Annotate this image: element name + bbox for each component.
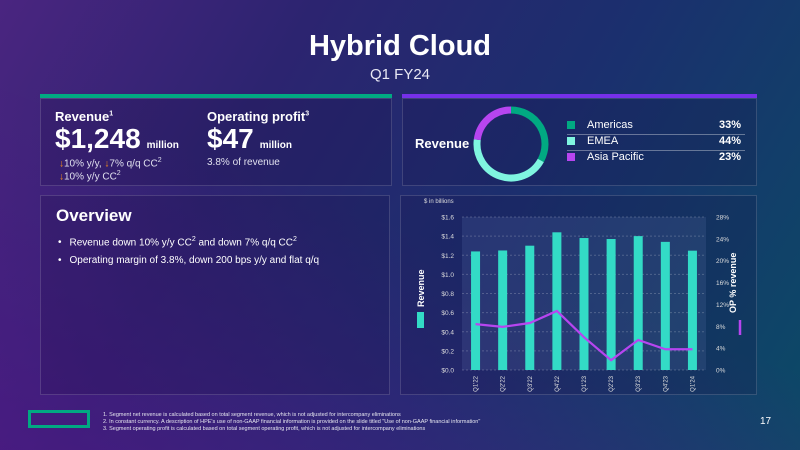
y2-tick-label: 28%	[716, 215, 729, 222]
donut-slice-asia-pacific	[473, 106, 512, 141]
x-tick-label: Q4'23	[663, 375, 669, 391]
y2-tick-label: 8%	[716, 324, 726, 331]
revenue-mix-panel	[402, 98, 757, 186]
y-tick-label: $1.6	[441, 215, 454, 222]
op-profit-label: Operating profit3	[207, 109, 310, 124]
y-tick-label: $0.0	[441, 368, 454, 375]
footnote: 3. Segment operating profit is calculate…	[103, 426, 426, 432]
y2-tick-label: 16%	[716, 280, 729, 287]
op-profit-value: $47 million	[207, 123, 292, 154]
legend-swatch	[567, 137, 575, 145]
legend-swatch	[567, 153, 575, 161]
kpi-panel: Revenue1 $1,248 million ↓10% y/y, ↓7% q/q…	[40, 98, 392, 186]
donut-slice-americas	[510, 106, 549, 163]
arrow-down-icon: ↓	[59, 171, 64, 183]
revenue-bar	[660, 241, 670, 370]
legend-swatch	[567, 121, 575, 129]
x-tick-label: Q1'24	[690, 375, 696, 391]
revenue-donut	[473, 106, 549, 182]
footnote: 2. In constant currency. A description o…	[103, 419, 481, 425]
page-subtitle: Q1 FY24	[369, 66, 431, 83]
revenue-value: $1,248 million	[55, 123, 179, 154]
op-profit-note: 3.8% of revenue	[207, 157, 280, 168]
page-number: 17	[760, 416, 772, 427]
y-tick-label: $1.0	[441, 272, 454, 279]
overview-title: Overview	[56, 206, 132, 225]
y2-tick-label: 4%	[716, 346, 726, 353]
revenue-chart: $0.0 $0.2 $0.4 $0.6 $0.8 $1.0 $1.2 $1.4 $1.6 0% 4%…	[416, 215, 742, 392]
y2-axis-label: OP % revenue	[728, 253, 738, 313]
x-tick-label: Q1'22	[474, 375, 480, 391]
x-tick-label: Q3'22	[528, 375, 534, 391]
revenue-changes-cc: ↓10% y/y CC2	[59, 170, 121, 183]
donut-slice-emea	[473, 139, 544, 182]
revenue-bar	[552, 232, 562, 370]
y-tick-label: $0.2	[441, 348, 454, 355]
legend-americas: Americas 33%	[567, 118, 745, 135]
overview-bullet: Operating margin of 3.8%, down 200 bps y…	[58, 255, 320, 266]
revenue-bar	[687, 250, 697, 370]
y-axis-label: Revenue	[416, 269, 426, 307]
y-tick-label: $0.4	[441, 329, 454, 336]
y2-tick-label: 12%	[716, 302, 729, 309]
y2-tick-label: 0%	[716, 368, 726, 375]
legend-revenue-swatch	[417, 312, 424, 328]
x-tick-label: Q2'22	[501, 375, 507, 391]
revenue-bar	[471, 251, 481, 370]
accent-bar-green	[40, 94, 392, 98]
legend-emea: EMEA 44%	[567, 134, 745, 151]
accent-bar-purple	[402, 94, 757, 98]
page-title: Hybrid Cloud	[308, 30, 492, 62]
revenue-changes: ↓10% y/y, ↓7% q/q CC2	[59, 157, 162, 170]
legend-asia-pacific: Asia Pacific 23%	[567, 150, 745, 167]
x-tick-label: Q2'23	[609, 375, 615, 391]
arrow-down-icon: ↓	[104, 158, 110, 170]
x-tick-label: Q3'23	[636, 375, 642, 391]
revenue-bar	[633, 236, 643, 370]
y-tick-label: $0.6	[441, 310, 454, 317]
revenue-bar	[498, 250, 508, 370]
arrow-down-icon: ↓	[59, 158, 64, 170]
y2-tick-label: 20%	[716, 258, 729, 265]
chart-panel	[400, 195, 757, 395]
revenue-bar	[579, 238, 589, 370]
overview-panel	[40, 195, 390, 395]
y-tick-label: $1.4	[441, 234, 454, 241]
unit-note: $ in billions	[424, 199, 454, 205]
x-tick-label: Q1'23	[582, 375, 588, 391]
x-tick-label: Q4'22	[555, 375, 561, 391]
y-tick-label: $0.8	[441, 291, 454, 298]
revenue-bar	[525, 245, 535, 370]
revenue-label: Revenue1	[55, 109, 114, 124]
footnote: 1. Segment net revenue is calculated bas…	[103, 412, 401, 418]
y2-tick-label: 24%	[716, 236, 729, 243]
revenue-bar	[606, 238, 616, 370]
op-margin-line	[475, 309, 693, 362]
y-tick-label: $1.2	[441, 253, 454, 260]
hpe-logo	[28, 410, 90, 428]
mix-label: Revenue	[415, 136, 470, 151]
overview-bullet: Revenue down 10% y/y CC2 and down 7% q/q…	[58, 236, 297, 248]
